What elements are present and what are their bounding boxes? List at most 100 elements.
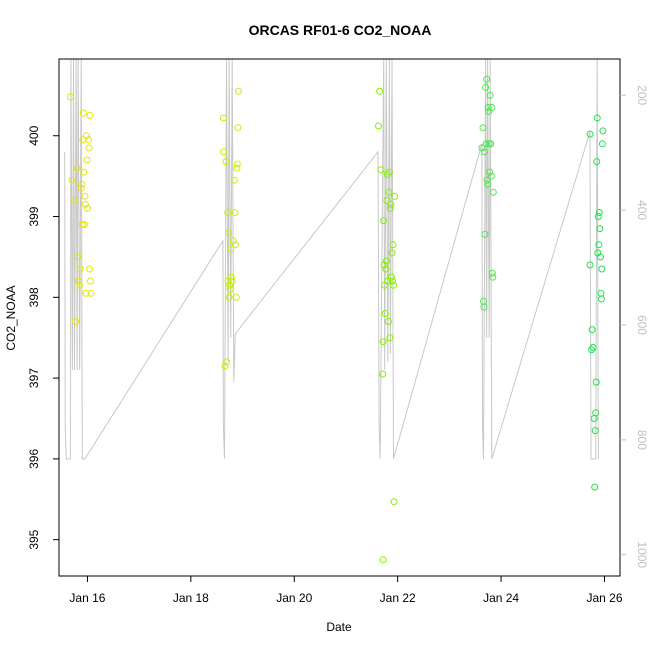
data-point [595,209,603,216]
data-point [386,204,394,212]
data-point [81,200,89,208]
data-point [483,176,491,184]
data-point [379,556,387,564]
data-point [70,196,78,204]
data-point [219,148,227,156]
data-point [480,303,488,311]
data-point [390,281,397,289]
data-point [586,130,594,138]
y-tick-label: 395 [27,529,41,549]
data-point [86,265,93,273]
data-point [68,176,76,184]
data-point [387,200,395,208]
y-tick-label: 400 [27,125,41,145]
data-point [228,277,236,285]
x-tick-label: Jan 20 [276,591,312,605]
data-point [486,91,494,99]
data-point [488,269,496,277]
data-point [596,225,604,233]
data-point [375,122,382,130]
data-point [221,362,229,370]
data-point [388,249,396,257]
data-point [481,230,489,238]
data-point [87,277,94,285]
data-point [385,188,393,196]
data-point [85,136,92,144]
data-point [482,140,490,148]
data-point [480,297,487,305]
data-point [78,180,86,188]
x-tick-label: Jan 26 [586,591,622,605]
data-point [230,176,238,184]
data-point [377,166,385,174]
data-point [76,265,84,273]
data-point [389,277,396,285]
data-point [234,124,242,132]
x-axis: Jan 16 Jan 18 Jan 20 Jan 22 Jan 24 Jan 26 [69,576,623,605]
data-point [82,289,90,297]
data-point [66,93,74,101]
data-point [227,245,235,253]
data-point [81,192,89,200]
data-point [593,158,601,166]
x-tick-label: Jan 24 [483,591,519,605]
data-point [595,241,603,249]
data-point [482,83,490,91]
data-point [588,326,596,334]
data-point [222,158,230,166]
data-point [599,127,607,135]
data-point [219,114,227,122]
data-point [597,295,605,303]
right-tick-label: 400 [635,200,649,220]
data-point [77,184,85,192]
plot-frame [58,58,621,577]
data-point [80,168,88,176]
right-tick-label: 1000 [635,541,649,568]
data-point [382,265,390,273]
data-point [597,289,605,297]
altitude-line [64,58,599,460]
data-point [384,318,392,325]
x-tick-label: Jan 22 [380,591,416,605]
data-point [390,498,398,506]
data-point [389,241,397,249]
data-point [231,241,239,249]
data-point [225,229,233,237]
data-point [76,281,84,289]
y-axis-right: 200 400 600 800 1000 [620,85,649,568]
data-point [234,87,242,95]
data-point [591,483,599,491]
data-point [231,209,239,216]
right-tick-label: 200 [635,85,649,105]
data-point [233,160,241,168]
y-tick-label: 399 [27,206,41,226]
data-point [85,144,93,152]
data-point [598,265,606,273]
y-axis: 395 396 397 398 399 400 [27,125,59,550]
data-point [386,334,394,342]
data-point [379,338,387,346]
data-point [73,164,81,172]
data-point [86,112,94,119]
data-point [486,168,494,176]
data-point [589,343,597,351]
data-point [592,378,600,386]
data-point [80,221,88,229]
data-point [229,237,237,245]
y-tick-label: 398 [27,287,41,307]
x-axis-label: Date [326,620,352,634]
data-point [380,261,388,269]
data-point [487,172,495,180]
data-point [224,209,232,216]
data-point [232,293,240,301]
data-point [483,75,491,83]
data-points [66,75,607,564]
chart-title: ORCAS RF01-6 CO2_NOAA [249,22,432,38]
x-tick-label: Jan 16 [69,591,105,605]
data-point [484,180,492,188]
y-tick-label: 396 [27,449,41,469]
data-point [79,109,87,117]
data-point [481,148,488,156]
right-tick-label: 600 [635,315,649,335]
